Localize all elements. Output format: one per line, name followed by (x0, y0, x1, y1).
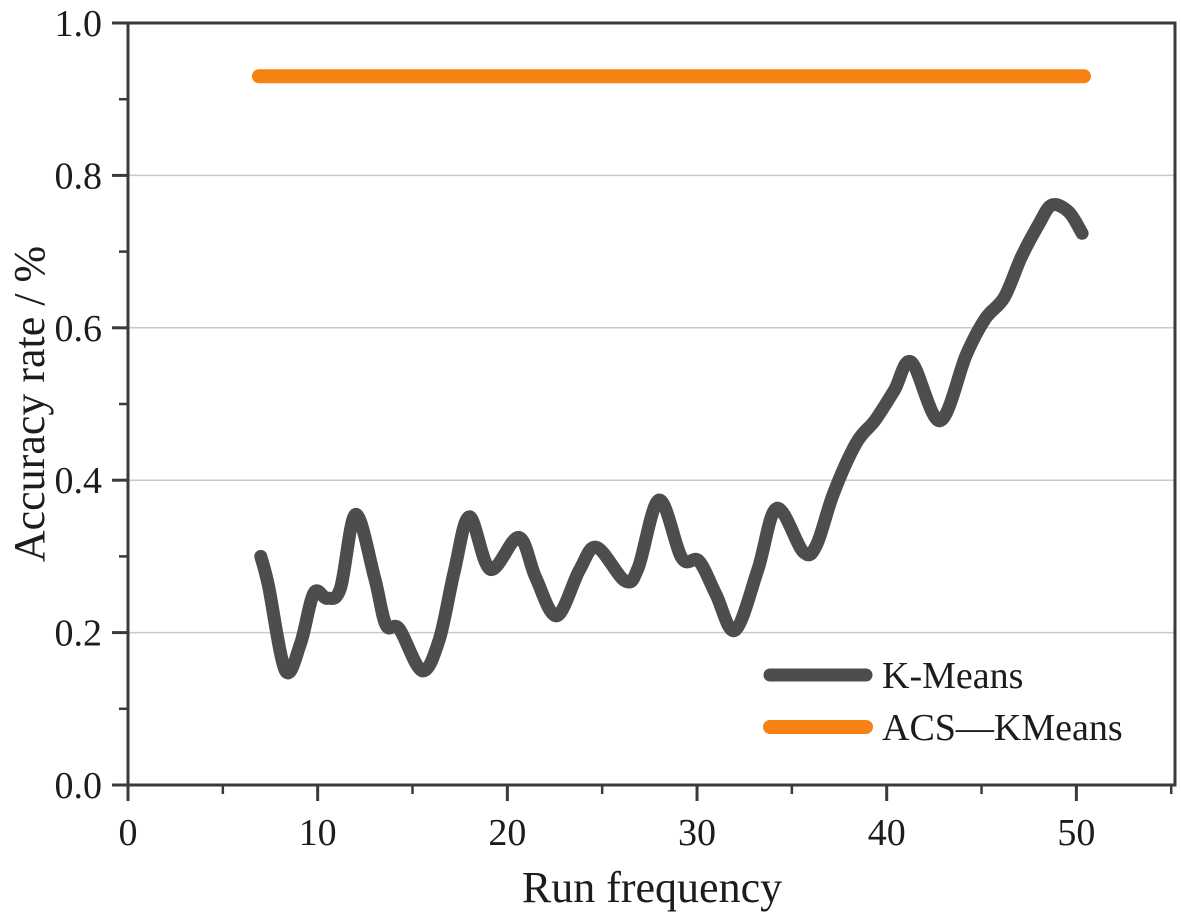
gridlines (128, 174, 1175, 634)
y-tick-label: 0.6 (55, 308, 103, 350)
x-tick-label: 40 (868, 812, 906, 854)
x-tick-label: 50 (1057, 812, 1095, 854)
x-tick-label: 30 (678, 812, 716, 854)
x-axis-title: Run frequency (522, 863, 782, 912)
axis-ticks (112, 21, 1173, 801)
series-lines (251, 69, 1091, 680)
y-tick-label: 1.0 (55, 3, 103, 45)
tick-labels: 0 10 20 30 40 50 0.0 0.2 0.4 0.6 0.8 1.0 (55, 3, 1096, 854)
legend-label: ACS—KMeans (882, 707, 1123, 749)
series-line-k-means (254, 198, 1089, 680)
y-tick-label: 0.4 (55, 460, 103, 502)
y-tick-label: 0.8 (55, 155, 103, 197)
y-tick-label: 0.2 (55, 613, 103, 655)
legend-label: K-Means (882, 655, 1023, 697)
x-tick-label: 20 (488, 812, 526, 854)
legend: K-Means ACS—KMeans (763, 655, 1123, 749)
y-tick-label: 0.0 (55, 765, 103, 807)
y-axis-title: Accuracy rate / % (5, 246, 54, 562)
x-tick-label: 10 (299, 812, 337, 854)
x-tick-label: 0 (119, 812, 138, 854)
